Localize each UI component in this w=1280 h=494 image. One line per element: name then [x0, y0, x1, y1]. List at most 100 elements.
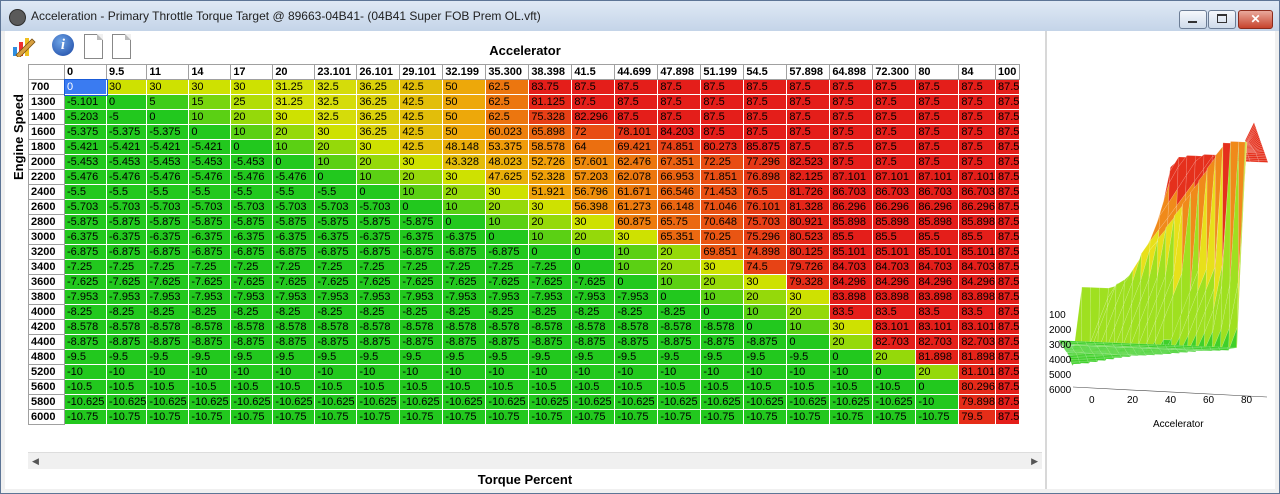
table-cell[interactable]: 71.851 [700, 169, 745, 185]
table-cell[interactable]: 79.328 [786, 274, 831, 290]
table-cell[interactable]: -8.25 [105, 304, 148, 320]
table-cell[interactable]: 0 [146, 109, 190, 125]
table-cell[interactable]: 56.796 [571, 184, 616, 200]
table-cell[interactable]: -6.875 [314, 244, 358, 260]
table-cell[interactable]: 74.898 [743, 244, 788, 260]
table-cell[interactable]: 81.726 [786, 184, 831, 200]
table-cell[interactable]: 84.703 [958, 259, 996, 275]
table-cell[interactable]: -10.625 [64, 394, 107, 410]
table-cell[interactable]: -10 [230, 364, 274, 380]
table-cell[interactable]: 87.5 [915, 154, 960, 170]
table-cell[interactable]: 75.703 [743, 214, 788, 230]
table-cell[interactable]: -5.875 [146, 214, 190, 230]
table-cell[interactable]: -10 [188, 364, 232, 380]
column-header[interactable]: 17 [230, 64, 274, 80]
table-cell[interactable]: 85.101 [915, 244, 960, 260]
table-cell[interactable]: 0 [485, 229, 530, 245]
table-cell[interactable]: 10 [272, 139, 316, 155]
row-header[interactable]: 6000 [28, 409, 65, 425]
table-cell[interactable]: 0 [399, 199, 444, 215]
table-cell[interactable]: -9.5 [105, 349, 148, 365]
table-cell[interactable]: -10.5 [657, 379, 702, 395]
table-cell[interactable]: 87.5 [829, 109, 874, 125]
table-cell[interactable]: 0 [657, 289, 702, 305]
table-cell[interactable]: -7.625 [105, 274, 148, 290]
table-cell[interactable]: -8.875 [528, 334, 573, 350]
table-cell[interactable]: -7.953 [356, 289, 401, 305]
table-cell[interactable]: 69.421 [614, 139, 659, 155]
row-header[interactable]: 1800 [28, 139, 65, 155]
table-cell[interactable]: 0 [442, 214, 487, 230]
row-header[interactable]: 5600 [28, 379, 65, 395]
table-cell[interactable]: -10.625 [571, 394, 616, 410]
table-cell[interactable]: 85.875 [743, 139, 788, 155]
table-cell[interactable]: -5.375 [64, 124, 107, 140]
row-header[interactable]: 3200 [28, 244, 65, 260]
table-cell[interactable]: 10 [314, 154, 358, 170]
table-cell[interactable]: -5.453 [64, 154, 107, 170]
table-cell[interactable]: 50 [442, 94, 487, 110]
table-cell[interactable]: -10.5 [314, 379, 358, 395]
table-cell[interactable]: -10.75 [614, 409, 659, 425]
table-cell[interactable]: 87.5 [786, 124, 831, 140]
table-cell[interactable]: -7.625 [442, 274, 487, 290]
table-cell[interactable]: -5.476 [188, 169, 232, 185]
table-cell[interactable]: -10.625 [872, 394, 917, 410]
row-header[interactable]: 2000 [28, 154, 65, 170]
table-cell[interactable]: -5.875 [314, 214, 358, 230]
table-cell[interactable]: -10.75 [829, 409, 874, 425]
table-cell[interactable]: -8.875 [571, 334, 616, 350]
table-cell[interactable]: -10.5 [146, 379, 190, 395]
table-cell[interactable]: 81.898 [958, 349, 996, 365]
table-cell[interactable]: -5.875 [272, 214, 316, 230]
table-cell[interactable]: 87.5 [700, 109, 745, 125]
table-cell[interactable]: -10 [272, 364, 316, 380]
table-cell[interactable]: -5.875 [356, 214, 401, 230]
table-cell[interactable]: -7.25 [442, 259, 487, 275]
table-cell[interactable]: 81.101 [958, 364, 996, 380]
table-cell[interactable]: 65.351 [657, 229, 702, 245]
table-cell[interactable]: -7.625 [356, 274, 401, 290]
table-cell[interactable]: -8.875 [64, 334, 107, 350]
table-cell[interactable]: -9.5 [188, 349, 232, 365]
table-cell[interactable]: -5.5 [105, 184, 148, 200]
table-cell[interactable]: 30 [272, 109, 316, 125]
table-cell[interactable]: -5.421 [105, 139, 148, 155]
table-cell[interactable]: -10.75 [272, 409, 316, 425]
table-cell[interactable]: -10.5 [829, 379, 874, 395]
table-cell[interactable]: -8.25 [64, 304, 107, 320]
row-header[interactable]: 5200 [28, 364, 65, 380]
table-cell[interactable]: -5.476 [230, 169, 274, 185]
table-cell[interactable]: 20 [700, 274, 745, 290]
column-header[interactable]: 26.101 [356, 64, 401, 80]
column-header[interactable]: 41.5 [571, 64, 616, 80]
table-cell[interactable]: -5.703 [272, 199, 316, 215]
table-cell[interactable]: -7.625 [272, 274, 316, 290]
table-cell[interactable]: 87.5 [958, 124, 996, 140]
table-cell[interactable]: 87.5 [657, 94, 702, 110]
table-cell[interactable]: 84.296 [958, 274, 996, 290]
table-cell[interactable]: 87.5 [994, 364, 1021, 380]
table-cell[interactable]: -8.25 [485, 304, 530, 320]
table-cell[interactable]: 0 [915, 379, 960, 395]
table-cell[interactable]: 84.296 [872, 274, 917, 290]
table-cell[interactable]: 87.5 [786, 94, 831, 110]
table-cell[interactable]: -10.625 [272, 394, 316, 410]
table-cell[interactable]: -7.25 [314, 259, 358, 275]
chart-edit-button[interactable] [11, 33, 37, 59]
table-cell[interactable]: -6.875 [272, 244, 316, 260]
table-cell[interactable]: 83.898 [915, 289, 960, 305]
map-table[interactable]: 0 9.5 11 14 17 20 23.101 26.101 29.101 32.199 35.3… [28, 64, 1021, 425]
table-cell[interactable]: 87.5 [872, 79, 917, 95]
table-cell[interactable]: -10.75 [230, 409, 274, 425]
table-cell[interactable]: 75.328 [528, 109, 573, 125]
table-cell[interactable]: 10 [700, 289, 745, 305]
table-cell[interactable]: 85.5 [872, 229, 917, 245]
table-cell[interactable]: 82.703 [958, 334, 996, 350]
table-cell[interactable]: 79.898 [958, 394, 996, 410]
table-cell[interactable]: 87.5 [994, 184, 1021, 200]
table-cell[interactable]: -8.875 [146, 334, 190, 350]
table-cell[interactable]: 87.5 [994, 379, 1021, 395]
table-cell[interactable]: -6.375 [146, 229, 190, 245]
table-cell[interactable]: -10.5 [64, 379, 107, 395]
